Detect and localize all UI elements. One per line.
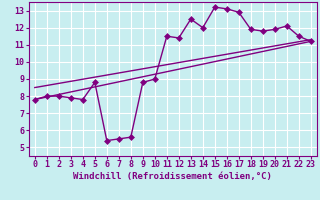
X-axis label: Windchill (Refroidissement éolien,°C): Windchill (Refroidissement éolien,°C): [73, 172, 272, 181]
